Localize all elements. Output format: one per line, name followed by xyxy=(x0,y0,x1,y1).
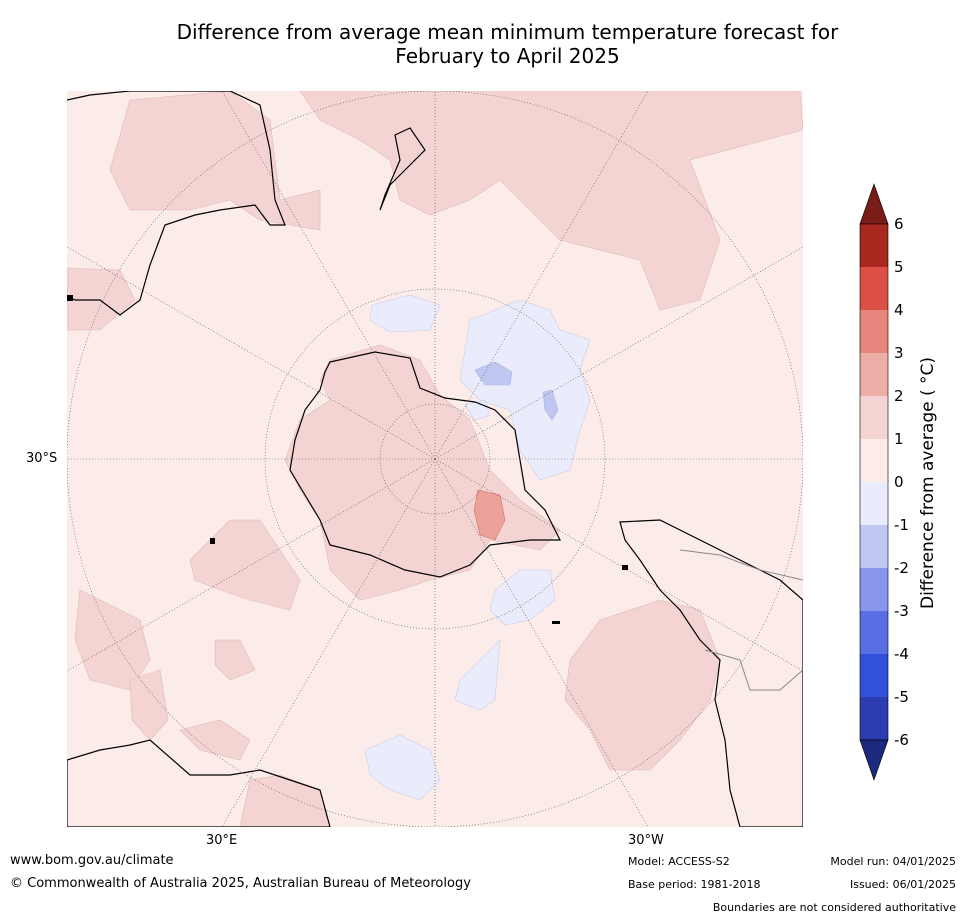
anomaly-region-plus2-weddell xyxy=(473,489,506,541)
colorbar-tick-label: 5 xyxy=(894,258,904,276)
colorbar-title: Difference from average ( °C) xyxy=(918,356,938,610)
anomaly-region-plus1-small-3 xyxy=(214,639,256,681)
anomaly-layer xyxy=(67,91,803,827)
anomaly-region-minus1-south-atlantic xyxy=(454,639,501,711)
anomaly-region-minus2-small xyxy=(542,389,559,421)
footer-base-period: Base period: 1981-2018 xyxy=(628,878,761,891)
colorbar-tick-label: -6 xyxy=(894,731,909,749)
colorbar-tick-label: 6 xyxy=(894,215,904,233)
island-africa-east xyxy=(67,295,73,301)
island-kerguelen xyxy=(210,538,215,544)
colorbar-tick-label: -2 xyxy=(894,559,909,577)
graticule-meridian xyxy=(434,458,649,827)
island-falklands xyxy=(622,565,628,570)
anomaly-region-minus1-ross xyxy=(369,294,441,333)
colorbar-segment xyxy=(860,611,888,654)
anomaly-region-plus1-south-america xyxy=(564,599,721,771)
south-america-border xyxy=(679,549,803,581)
colorbar-tick-label: -1 xyxy=(894,516,909,534)
map-title: Difference from average mean minimum tem… xyxy=(60,20,955,68)
colorbar-segment xyxy=(860,267,888,310)
colorbar-tick-label: 0 xyxy=(894,473,904,491)
longitude-label-30e: 30°E xyxy=(206,833,238,848)
graticule-lat-circle xyxy=(264,288,606,630)
anomaly-region-plus1-africa-east xyxy=(67,267,136,331)
australia-coastline xyxy=(67,91,286,316)
footer-copyright: © Commonwealth of Australia 2025, Austra… xyxy=(10,876,471,891)
colorbar-segment xyxy=(860,697,888,740)
colorbar-top-extension xyxy=(859,183,889,225)
longitude-label-30w: 30°W xyxy=(628,833,664,848)
south-america-coastline xyxy=(619,519,803,827)
colorbar-segment xyxy=(860,353,888,396)
footer-disclaimer: Boundaries are not considered authoritat… xyxy=(712,901,956,914)
graticule-meridian xyxy=(221,91,436,460)
antarctica-coastline xyxy=(289,351,561,578)
colorbar-bottom-extension xyxy=(859,739,889,781)
footer-website: www.bom.gov.au/climate xyxy=(10,853,174,868)
colorbar-segment xyxy=(860,396,888,439)
colorbar-segment xyxy=(860,482,888,525)
anomaly-region-minus1-atlantic xyxy=(489,569,556,626)
footer-model: Model: ACCESS-S2 xyxy=(628,855,730,868)
colorbar-tick-label: 3 xyxy=(894,344,904,362)
colorbar-tick-label: 4 xyxy=(894,301,904,319)
latitude-label-30s: 30°S xyxy=(26,451,58,466)
anomaly-region-plus1-madagascar xyxy=(74,589,151,691)
anomaly-region-plus1-southern-indian xyxy=(189,519,301,611)
anomaly-region-plus1-small-1 xyxy=(129,669,169,741)
south-america-border-2 xyxy=(704,649,803,691)
island-south-georgia xyxy=(552,621,560,624)
map-title-line-1: Difference from average mean minimum tem… xyxy=(176,20,839,44)
new-zealand-coastline xyxy=(379,127,426,211)
anomaly-region-minus1-indian-ocean xyxy=(364,734,441,801)
anomaly-region-plus1-indian xyxy=(109,91,321,231)
colorbar-segment xyxy=(860,568,888,611)
graticule-meridian xyxy=(434,91,649,460)
colorbar-tick-label: 1 xyxy=(894,430,904,448)
colorbar-segment xyxy=(860,654,888,697)
colorbar-segment xyxy=(860,525,888,568)
colorbar-segment xyxy=(860,439,888,482)
colorbar-tick-label: -4 xyxy=(894,645,909,663)
colorbar-tick-label: -3 xyxy=(894,602,909,620)
graticule-meridian xyxy=(221,458,436,827)
anomaly-region-plus1-pacific xyxy=(299,91,803,311)
colorbar-segment xyxy=(860,310,888,353)
africa-coastline xyxy=(67,739,331,827)
footer-issued: Issued: 06/01/2025 xyxy=(849,878,956,891)
footer-model-run: Model run: 04/01/2025 xyxy=(830,855,956,868)
colorbar-tick-label: 2 xyxy=(894,387,904,405)
colorbar xyxy=(859,183,889,781)
anomaly-region-minus2-pacific xyxy=(474,361,513,386)
map-title-line-2: February to April 2025 xyxy=(395,44,620,68)
colorbar-outline xyxy=(859,223,889,741)
anomaly-region-minus1-pacific xyxy=(459,299,591,481)
colorbar-segment xyxy=(860,224,888,267)
colorbar-tick-label: -5 xyxy=(894,688,909,706)
anomaly-region-plus1-small-2 xyxy=(179,719,251,761)
